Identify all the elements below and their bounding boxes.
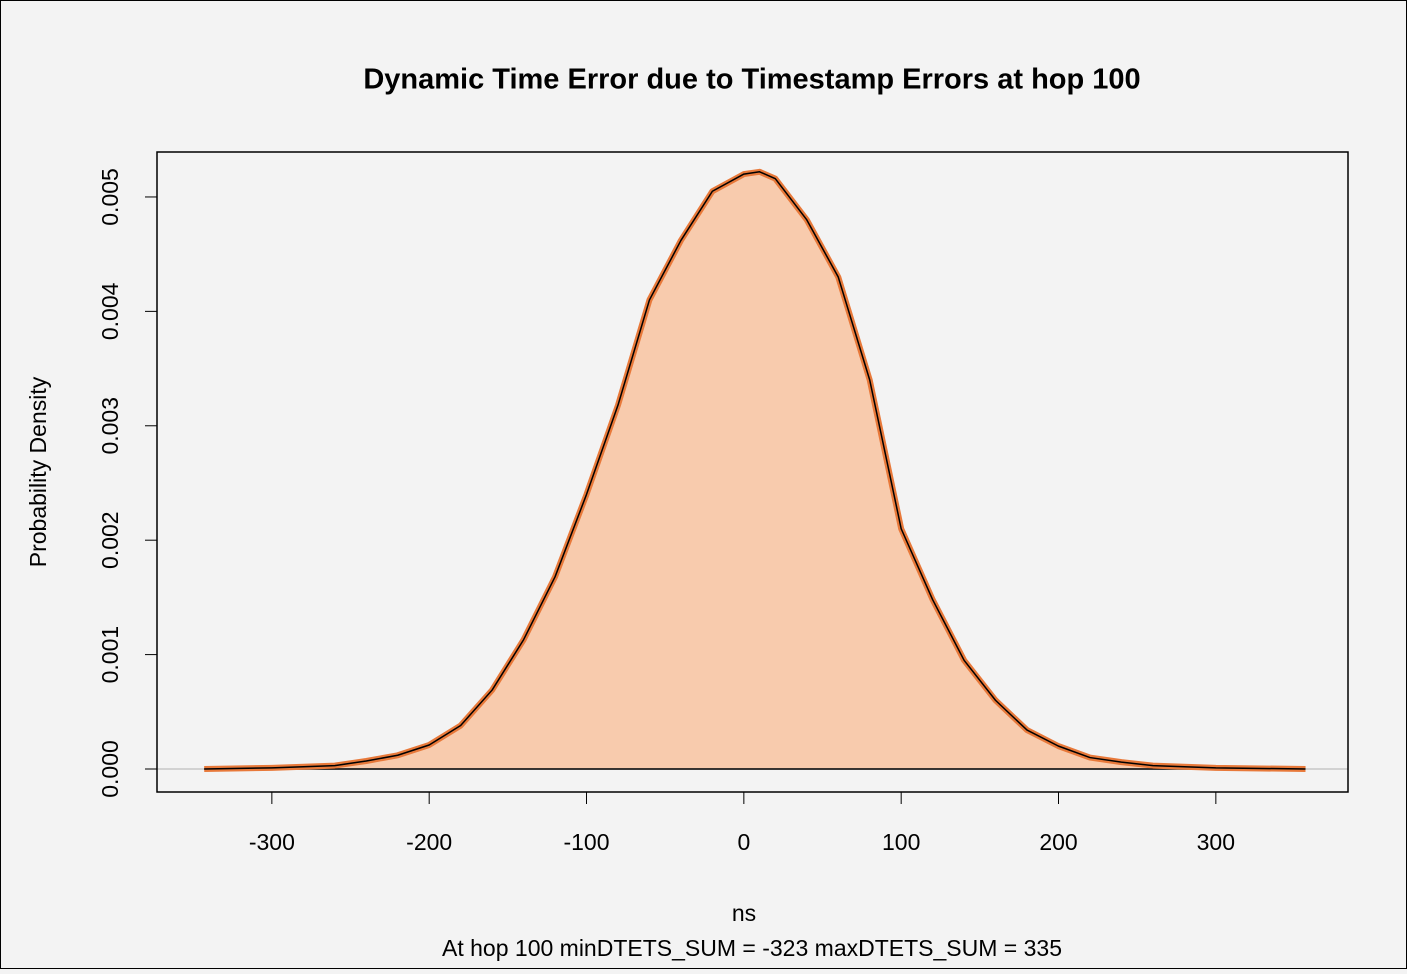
x-tick-label: 0 <box>737 829 750 855</box>
area-fill <box>204 171 1306 770</box>
y-tick-label: 0.002 <box>97 511 123 569</box>
x-tick-label: 100 <box>882 829 920 855</box>
x-tick-label: -200 <box>406 829 452 855</box>
y-axis-label: Probability Density <box>25 376 51 567</box>
y-tick-label: 0.001 <box>97 626 123 684</box>
x-axis-label: ns <box>732 900 756 926</box>
x-tick-label: 300 <box>1197 829 1235 855</box>
density-outline <box>204 171 1306 770</box>
x-tick-label: 200 <box>1039 829 1077 855</box>
plot-box <box>156 151 1349 793</box>
chart-title: Dynamic Time Error due to Timestamp Erro… <box>363 64 1140 96</box>
subtitle: At hop 100 minDTETS_SUM = -323 maxDTETS_… <box>442 935 1062 961</box>
x-tick-label: -300 <box>249 829 295 855</box>
x-tick-label: -100 <box>563 829 609 855</box>
y-tick-label: 0.004 <box>97 282 123 340</box>
y-tick-label: 0.005 <box>97 168 123 226</box>
y-tick-label: 0.000 <box>97 740 123 798</box>
y-tick-label: 0.003 <box>97 397 123 455</box>
